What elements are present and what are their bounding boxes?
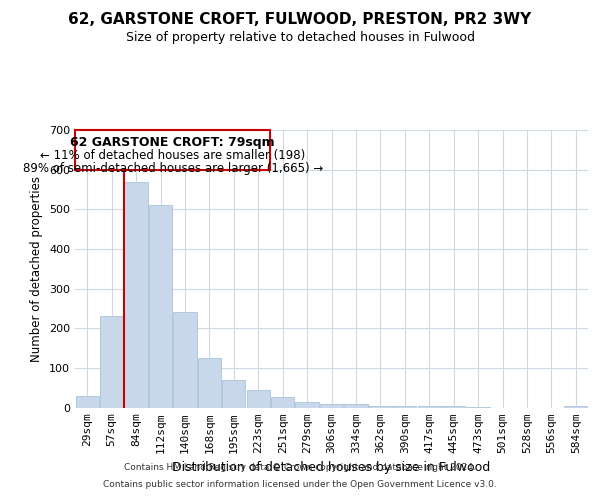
Bar [100, 316, 123, 408]
Bar [271, 397, 294, 407]
Bar [247, 390, 270, 407]
Bar [564, 406, 587, 407]
Text: ← 11% of detached houses are smaller (198): ← 11% of detached houses are smaller (19… [40, 149, 305, 162]
Bar [124, 182, 148, 408]
Bar [198, 358, 221, 408]
Bar [442, 406, 465, 408]
Bar [295, 402, 319, 407]
Bar [173, 312, 197, 408]
Bar [418, 406, 441, 408]
Y-axis label: Number of detached properties: Number of detached properties [31, 176, 43, 362]
X-axis label: Distribution of detached houses by size in Fulwood: Distribution of detached houses by size … [172, 461, 491, 474]
Bar [369, 406, 392, 407]
Text: 89% of semi-detached houses are larger (1,665) →: 89% of semi-detached houses are larger (… [23, 162, 323, 175]
Bar [344, 404, 368, 407]
Bar [149, 206, 172, 408]
Text: Contains HM Land Registry data © Crown copyright and database right 2024.: Contains HM Land Registry data © Crown c… [124, 462, 476, 471]
Bar [393, 406, 416, 407]
Text: 62 GARSTONE CROFT: 79sqm: 62 GARSTONE CROFT: 79sqm [70, 136, 275, 149]
Bar [222, 380, 245, 407]
Text: Size of property relative to detached houses in Fulwood: Size of property relative to detached ho… [125, 31, 475, 44]
Bar [76, 396, 99, 407]
Bar [320, 404, 343, 407]
Text: 62, GARSTONE CROFT, FULWOOD, PRESTON, PR2 3WY: 62, GARSTONE CROFT, FULWOOD, PRESTON, PR… [68, 12, 532, 28]
Text: Contains public sector information licensed under the Open Government Licence v3: Contains public sector information licen… [103, 480, 497, 489]
